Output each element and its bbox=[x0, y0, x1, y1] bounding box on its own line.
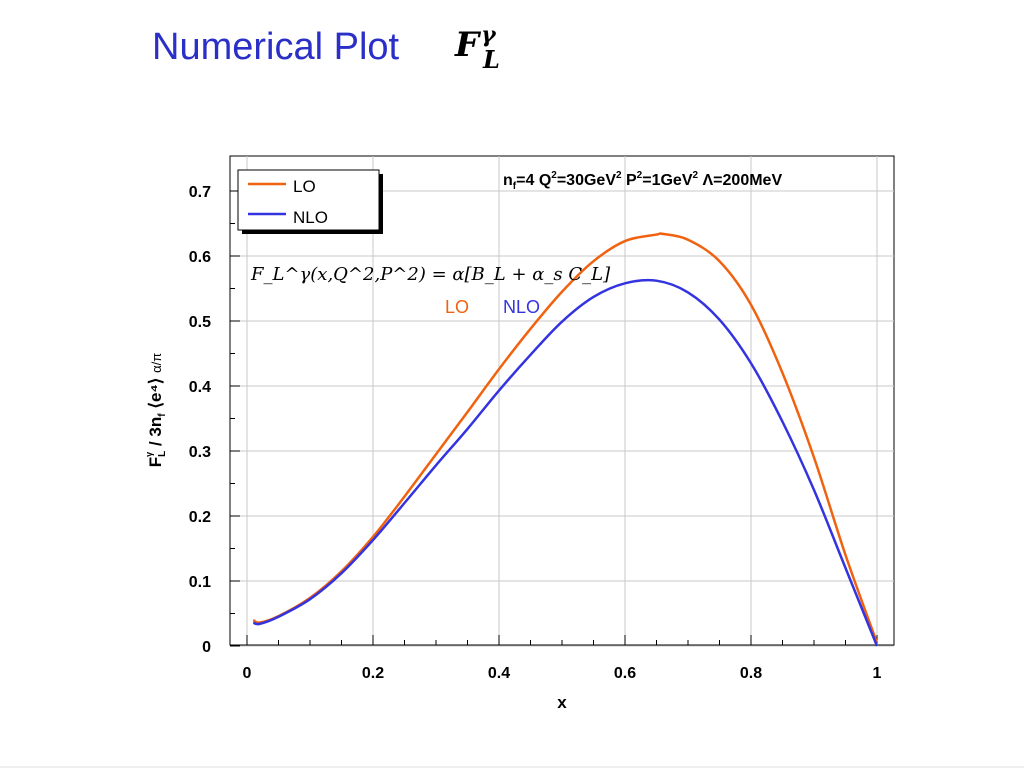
params-p-sup: 2 bbox=[637, 170, 643, 181]
params-f-sub: f bbox=[513, 181, 517, 192]
y-label-alpha-pi: α/π bbox=[149, 353, 164, 373]
title-symbol-subscript: L bbox=[483, 45, 500, 74]
y-axis-label: Fγ L / 3nf ⟨e⁴⟩ α/π bbox=[144, 353, 168, 468]
title-symbol-superscript: γ bbox=[481, 22, 496, 48]
y-label-e4: ⟨e⁴⟩ bbox=[146, 373, 165, 414]
params-gev1-sup: 2 bbox=[616, 170, 622, 181]
legend-box bbox=[237, 169, 380, 231]
formula-annotation: F_L^γ(x,Q^2,P^2) = α[B_L + α_s C_L] bbox=[250, 264, 611, 285]
params-q-sup: 2 bbox=[551, 170, 557, 181]
y-tick-label: 0.7 bbox=[189, 184, 211, 201]
series-layer bbox=[252, 232, 879, 647]
y-label-nf-sub: f bbox=[157, 413, 168, 417]
legend-label-lo: LO bbox=[293, 177, 316, 196]
x-tick-label: 0.8 bbox=[740, 665, 762, 682]
y-tick-label: 0.4 bbox=[189, 379, 211, 396]
params-gev1: =30GeV bbox=[557, 172, 616, 189]
params-gev2-sup: 2 bbox=[693, 170, 699, 181]
y-label-l: L bbox=[157, 451, 168, 457]
params-annotation: nf=4 Q2=30GeV2 P2=1GeV2 Λ=200MeV bbox=[503, 170, 782, 192]
y-label-mid: / 3n bbox=[146, 417, 165, 451]
title-symbol-base: F bbox=[455, 25, 480, 65]
y-tick-label: 0.5 bbox=[189, 314, 211, 331]
params-q: =4 Q bbox=[516, 172, 551, 189]
params-nf: n bbox=[503, 172, 513, 189]
x-tick-label: 0.4 bbox=[488, 665, 510, 682]
x-tick-label: 0.6 bbox=[614, 665, 636, 682]
bottom-rule bbox=[0, 766, 1024, 768]
legend: LO NLO bbox=[237, 169, 383, 234]
x-tick-label: 0 bbox=[243, 665, 252, 682]
y-tick-label: 0.1 bbox=[189, 574, 211, 591]
series-line-lo bbox=[252, 232, 879, 644]
series-line-nlo bbox=[252, 278, 879, 647]
params-lambda: Λ=200MeV bbox=[698, 172, 782, 189]
tick-layer: 0 0.2 0.4 0.6 0.8 1 0 0.1 0.2 0.3 0.4 0.5 0.6 0.7 bbox=[189, 184, 882, 682]
params-gev2: =1GeV bbox=[642, 172, 693, 189]
y-tick-label: 0.3 bbox=[189, 444, 211, 461]
grid-layer bbox=[230, 156, 894, 647]
y-tick-label: 0.6 bbox=[189, 249, 211, 266]
lo-term-label: LO bbox=[445, 297, 469, 317]
y-label-f: F bbox=[146, 457, 165, 467]
nlo-term-label: NLO bbox=[503, 297, 540, 317]
x-axis-label: x bbox=[557, 693, 567, 712]
y-tick-label: 0.2 bbox=[189, 509, 211, 526]
y-label-gamma: γ bbox=[144, 452, 154, 457]
params-p: P bbox=[622, 172, 637, 189]
x-tick-label: 1 bbox=[873, 665, 882, 682]
y-tick-label: 0 bbox=[202, 639, 211, 656]
plot-frame bbox=[229, 155, 895, 646]
x-tick-label: 0.2 bbox=[362, 665, 384, 682]
title-symbol: Fγ L bbox=[455, 24, 500, 72]
legend-label-nlo: NLO bbox=[293, 208, 328, 227]
page-title: Numerical Plot bbox=[152, 26, 400, 68]
